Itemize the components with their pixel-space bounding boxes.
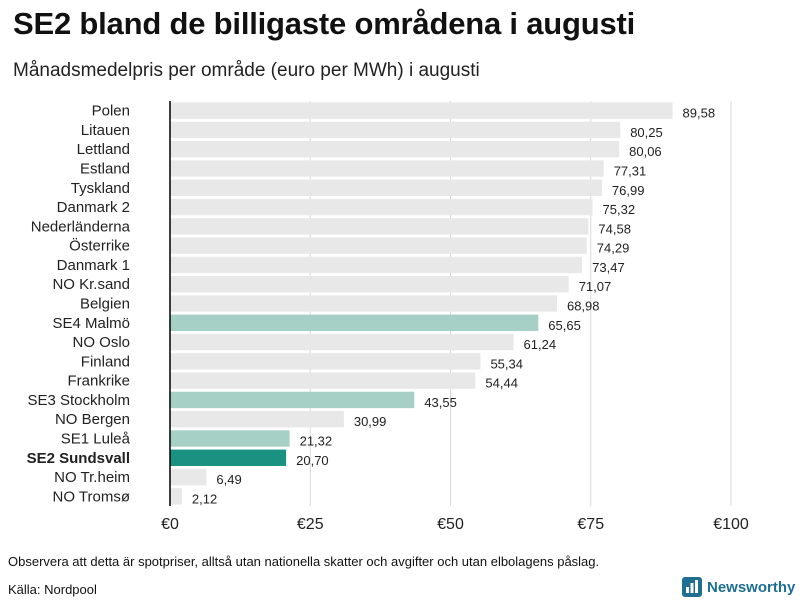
bar [170, 141, 620, 158]
x-axis-tick-labels: €0 €25 €50 €75 €100 [161, 516, 749, 533]
bar [170, 391, 415, 409]
bar [170, 237, 587, 254]
value-label: 80,25 [630, 125, 663, 140]
bar [170, 468, 207, 486]
value-labels: 89,58 80,25 80,06 77,31 76,99 75,32 74,58 74,29… [192, 106, 715, 507]
category-label: SE3 Stockholm [27, 392, 130, 409]
bar [170, 333, 514, 351]
x-tick-label: €50 [437, 516, 464, 533]
bars [170, 102, 673, 505]
category-label: NO Tromsø [53, 488, 131, 505]
value-label: 55,34 [490, 356, 523, 371]
bar [170, 179, 602, 196]
category-label: Danmark 2 [57, 199, 130, 216]
category-label: NO Bergen [55, 411, 130, 428]
category-label: Estland [80, 161, 130, 178]
value-label: 68,98 [567, 299, 600, 314]
category-label: NO Kr.sand [52, 276, 130, 293]
footnote: Observera att detta är spotpriser, allts… [8, 554, 600, 569]
value-label: 2,12 [192, 491, 217, 506]
value-label: 76,99 [612, 183, 645, 198]
category-label: Nederländerna [31, 218, 131, 235]
value-label: 65,65 [548, 318, 581, 333]
category-label: NO Tr.heim [54, 469, 130, 486]
bar [170, 160, 604, 177]
bar [170, 276, 569, 293]
chart-subtitle: Månadsmedelpris per område (euro per MWh… [13, 60, 480, 81]
x-tick-label: €0 [161, 516, 179, 533]
bar [170, 372, 476, 389]
category-label: Lettland [77, 141, 130, 158]
value-label: 73,47 [592, 260, 625, 275]
value-label: 20,70 [296, 453, 329, 468]
source-note: Källa: Nordpool [8, 582, 97, 597]
category-label: Danmark 1 [57, 257, 130, 274]
category-label: NO Oslo [72, 334, 130, 351]
category-label: Frankrike [67, 373, 130, 390]
brand-name: Newsworthy [707, 578, 796, 596]
value-label: 71,07 [579, 279, 612, 294]
category-label: SE4 Malmö [52, 315, 130, 332]
x-tick-label: €25 [297, 516, 324, 533]
category-label: SE1 Luleå [61, 431, 131, 448]
bar [170, 121, 621, 139]
bar-chart: Polen Litauen Lettland Estland Tyskland Danma… [27, 101, 749, 533]
value-label: 80,06 [629, 144, 662, 159]
bar [170, 314, 539, 331]
bar [170, 295, 557, 312]
brand-logo: Newsworthy [682, 577, 795, 597]
bar [170, 198, 593, 216]
category-label: Polen [92, 103, 130, 120]
newsworthy-logo-icon [682, 577, 702, 597]
value-label: 43,55 [424, 395, 457, 410]
value-label: 75,32 [603, 202, 636, 217]
x-tick-label: €75 [577, 516, 604, 533]
category-label: Belgien [80, 296, 130, 313]
x-tick-label: €100 [713, 516, 749, 533]
bar [170, 430, 290, 447]
value-label: 6,49 [216, 472, 241, 487]
value-label: 30,99 [354, 414, 387, 429]
category-labels: Polen Litauen Lettland Estland Tyskland Danma… [27, 103, 131, 506]
chart-title: SE2 bland de billigaste områdena i augus… [13, 6, 636, 41]
bar [170, 256, 583, 274]
bar [170, 353, 481, 370]
value-label: 21,32 [300, 434, 333, 449]
value-label: 89,58 [683, 106, 716, 121]
bar [170, 411, 344, 428]
value-label: 74,58 [598, 221, 631, 236]
category-label: Tyskland [71, 180, 130, 197]
category-label: Finland [81, 353, 130, 370]
bar [170, 218, 589, 235]
value-label: 77,31 [614, 164, 647, 179]
category-label: Litauen [81, 122, 130, 139]
bar [170, 449, 287, 466]
bar [170, 488, 182, 505]
value-label: 74,29 [597, 241, 630, 256]
category-label: SE2 Sundsvall [27, 450, 130, 467]
bar [170, 102, 673, 119]
value-label: 54,44 [485, 376, 518, 391]
value-label: 61,24 [524, 337, 557, 352]
category-label: Österrike [69, 237, 130, 255]
